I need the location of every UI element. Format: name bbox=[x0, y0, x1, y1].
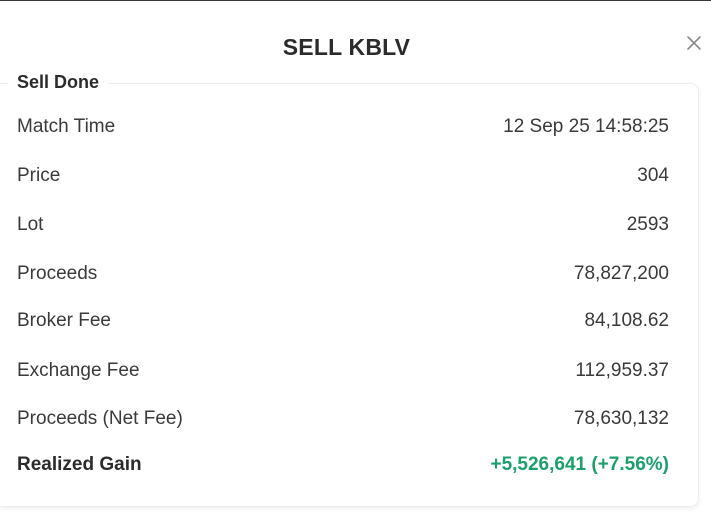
detail-label: Lot bbox=[17, 214, 44, 235]
detail-row-match-time: Match Time 12 Sep 25 14:58:25 bbox=[17, 115, 669, 139]
detail-row-exchange-fee: Exchange Fee 112,959.37 bbox=[17, 359, 669, 383]
detail-row-broker-fee: Broker Fee 84,108.62 bbox=[17, 309, 669, 333]
detail-row-realized-gain: Realized Gain +5,526,641 (+7.56%) bbox=[17, 453, 669, 477]
detail-row-lot: Lot 2593 bbox=[17, 213, 669, 237]
close-icon bbox=[687, 36, 701, 50]
modal-title: SELL KBLV bbox=[282, 34, 411, 60]
detail-value: 2593 bbox=[626, 214, 669, 235]
detail-value: 112,959.37 bbox=[575, 360, 669, 381]
detail-label: Broker Fee bbox=[17, 310, 111, 331]
detail-row-price: Price 304 bbox=[17, 164, 669, 188]
detail-value: 78,630,132 bbox=[573, 408, 669, 429]
detail-label: Match Time bbox=[17, 116, 116, 137]
detail-label: Price bbox=[17, 165, 61, 186]
detail-value: 12 Sep 25 14:58:25 bbox=[503, 116, 669, 137]
sell-details-panel bbox=[0, 83, 699, 507]
section-title: Sell Done bbox=[8, 71, 109, 93]
detail-label: Exchange Fee bbox=[17, 360, 140, 381]
detail-value: 84,108.62 bbox=[584, 310, 669, 331]
detail-row-proceeds: Proceeds 78,827,200 bbox=[17, 262, 669, 286]
detail-row-proceeds-net-fee: Proceeds (Net Fee) 78,630,132 bbox=[17, 407, 669, 431]
detail-label: Proceeds bbox=[17, 263, 98, 284]
detail-value: 304 bbox=[637, 165, 669, 186]
detail-label: Proceeds (Net Fee) bbox=[17, 408, 183, 429]
realized-gain-value: +5,526,641 (+7.56%) bbox=[490, 454, 669, 475]
detail-label: Realized Gain bbox=[17, 454, 142, 475]
detail-value: 78,827,200 bbox=[573, 263, 669, 284]
close-button[interactable] bbox=[683, 31, 705, 55]
